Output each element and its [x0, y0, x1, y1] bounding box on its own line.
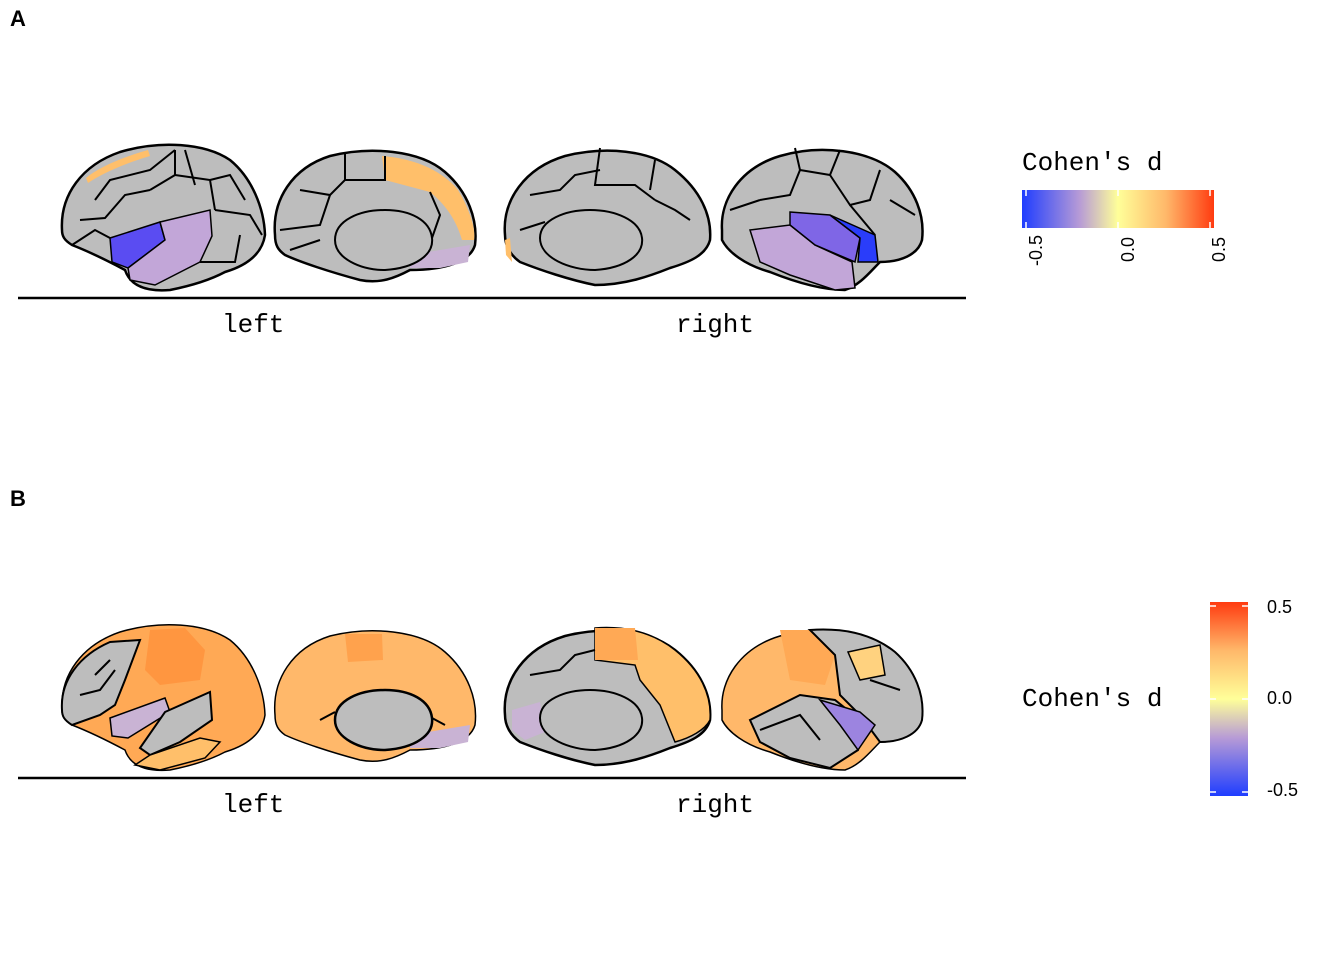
colorbar-vertical [1210, 602, 1248, 796]
colorbar-tick: 0.0 [1267, 688, 1293, 708]
right-lateral-view [720, 147, 924, 292]
left-medial-view [273, 149, 477, 283]
legend-title: Cohen's d [1022, 684, 1163, 714]
colorbar-tick: 0.5 [1209, 236, 1229, 262]
region-middle-temporal [127, 209, 213, 286]
hemisphere-label-left: left [222, 310, 285, 340]
colorbar-tick: -0.5 [1026, 234, 1046, 266]
left-medial-view [273, 630, 477, 762]
panel-b: B [0, 480, 1344, 960]
left-lateral-view [60, 624, 266, 772]
region-orbitofrontal [410, 245, 470, 268]
brain-atlas-figure [18, 624, 966, 780]
region-medial-frontal [382, 156, 475, 240]
colorbar-tick: 0.0 [1118, 236, 1138, 262]
region-right-temporal-pole [829, 214, 879, 263]
hemisphere-label-right: right [676, 310, 755, 340]
left-lateral-view [60, 143, 267, 292]
panel-label: A [10, 6, 26, 31]
colorbar-horizontal [1022, 190, 1214, 228]
panel-a: A [10, 6, 1229, 340]
brain-atlas-figure [18, 143, 966, 300]
hemisphere-label-right: right [676, 790, 755, 820]
colorbar-tick: 0.5 [1267, 597, 1293, 617]
panel-label: B [10, 486, 26, 511]
colorbar-tick: -0.5 [1267, 780, 1299, 800]
right-lateral-view [721, 628, 924, 771]
legend-title: Cohen's d [1022, 148, 1163, 178]
region-frontal-strip [86, 150, 150, 183]
right-medial-view [503, 626, 712, 767]
right-medial-view [503, 147, 712, 287]
hemisphere-label-left: left [222, 790, 285, 820]
